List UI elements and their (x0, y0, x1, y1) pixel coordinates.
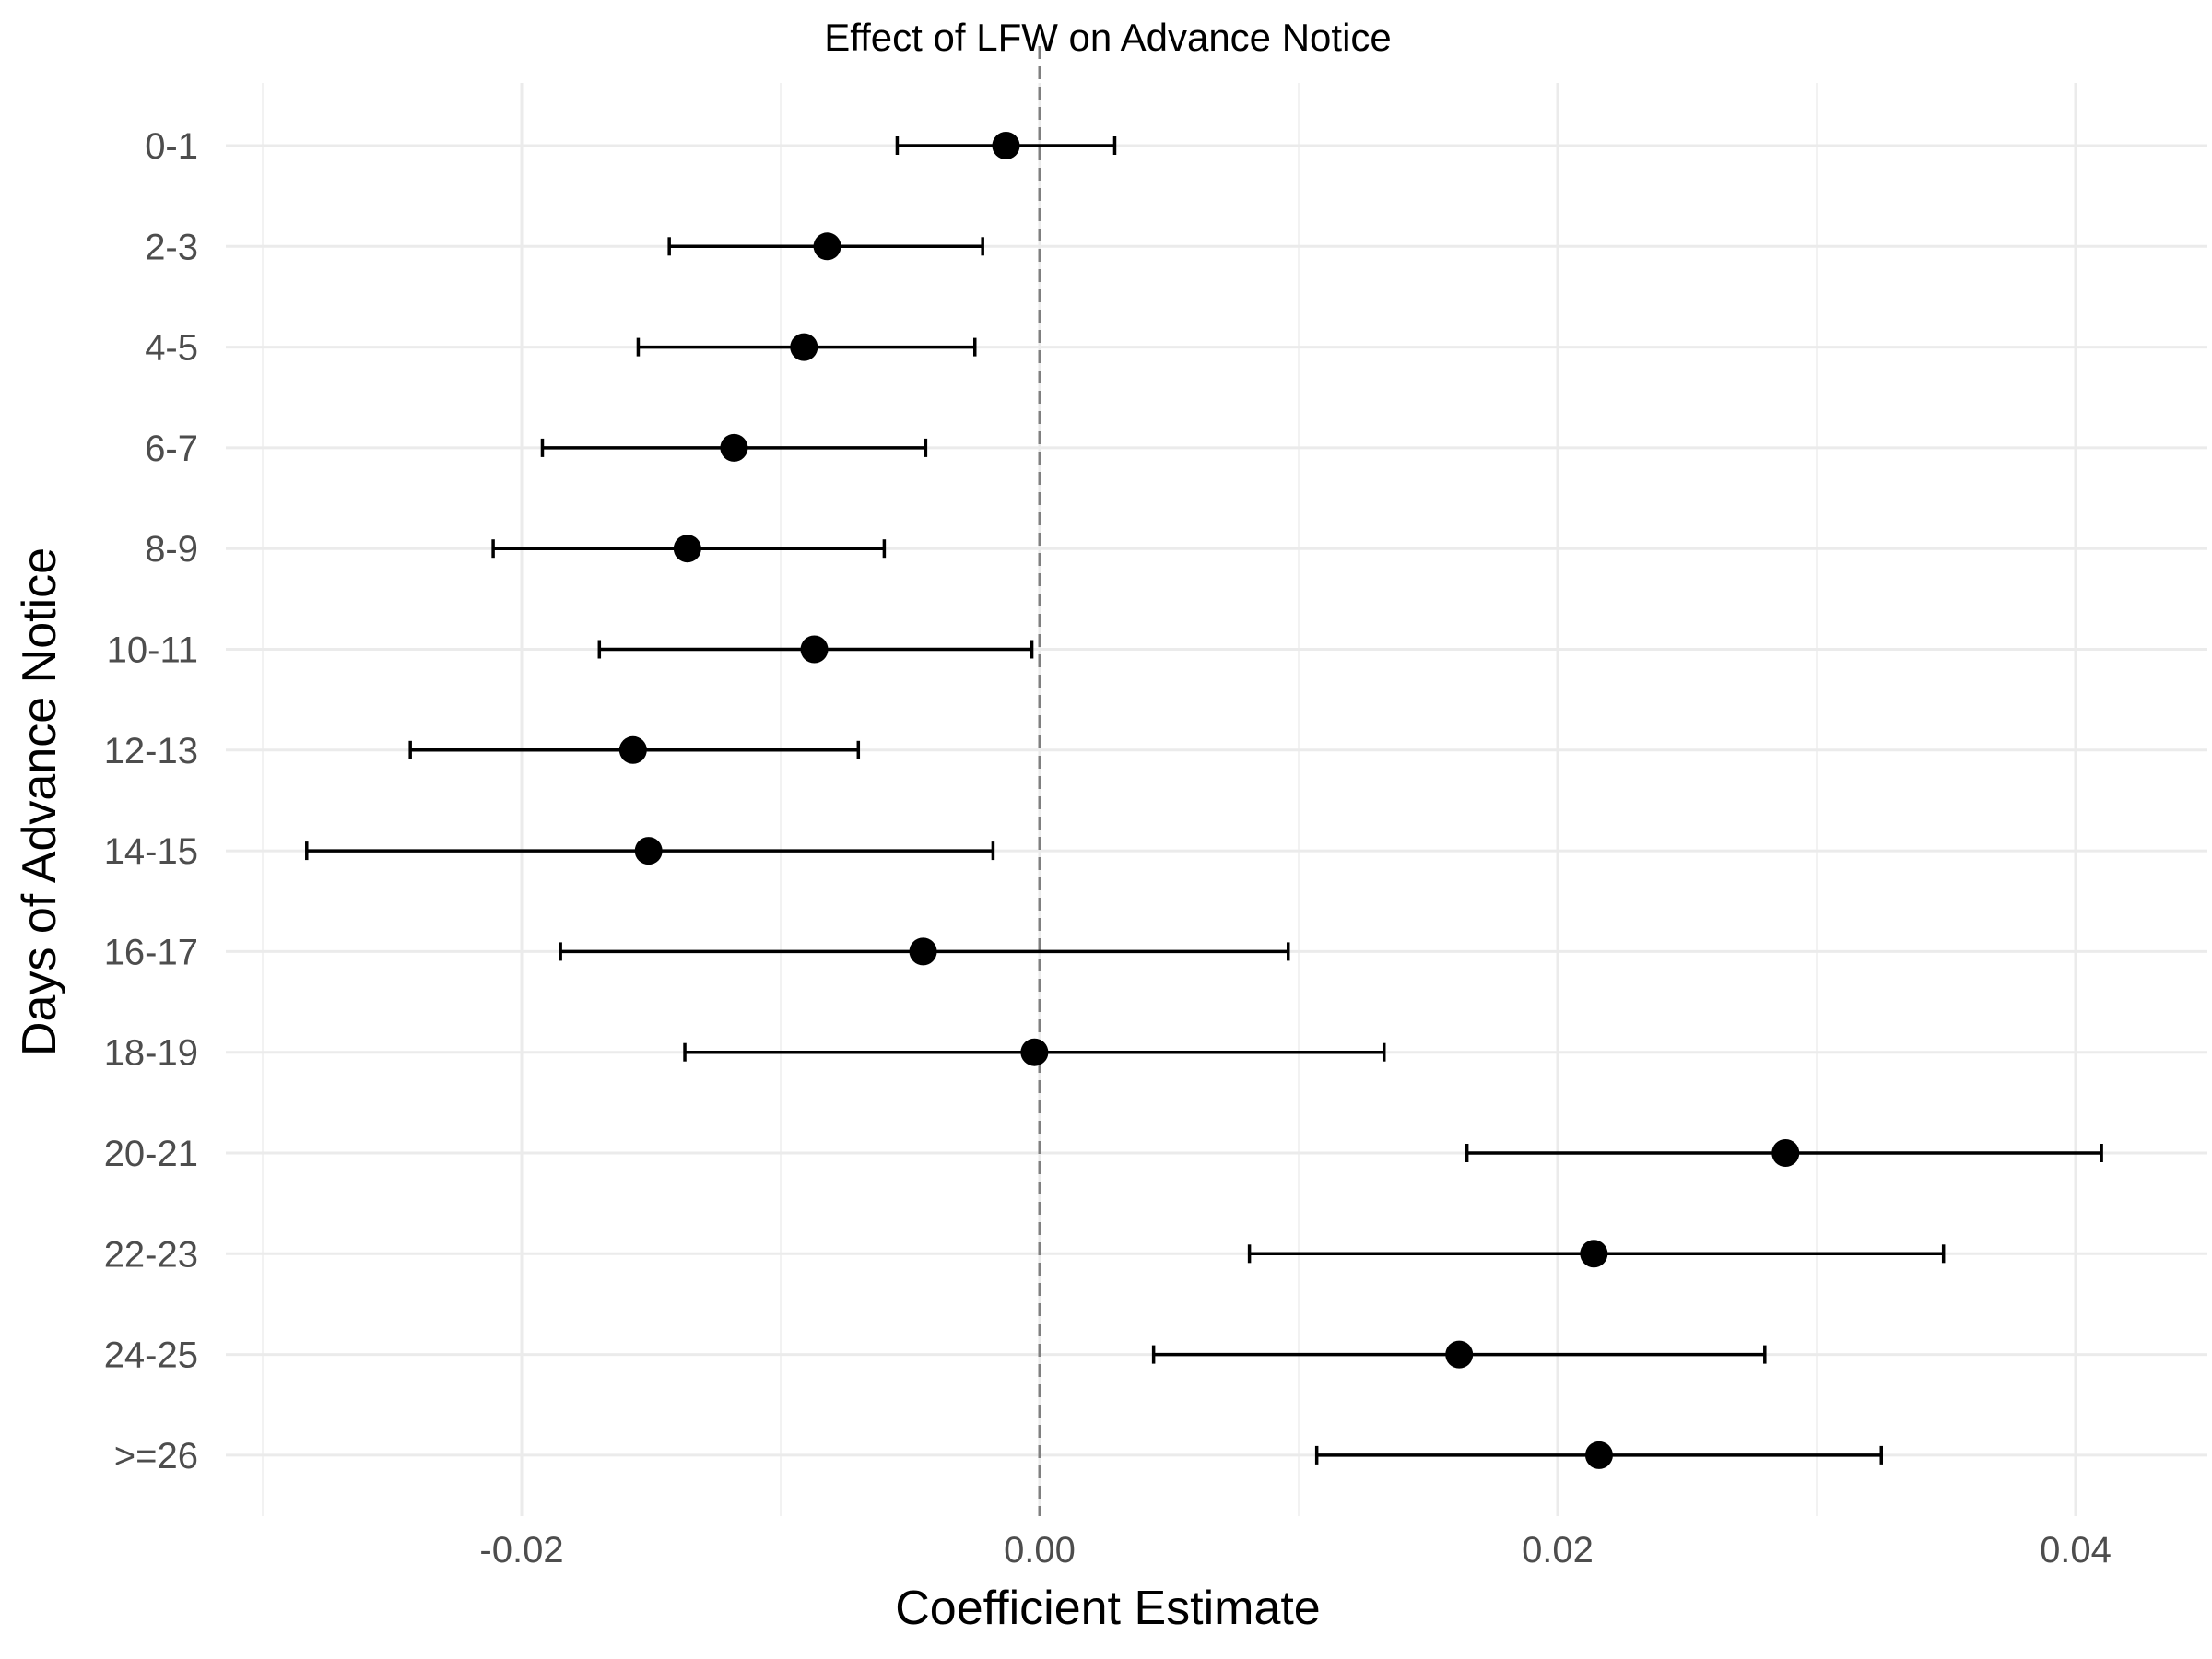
y-tick-label: 20-21 (104, 1134, 198, 1174)
estimate-point (720, 433, 748, 462)
y-axis-label: Days of Advance Notice (13, 547, 66, 1056)
y-tick-label: 2-3 (145, 227, 198, 267)
estimate-group (1314, 1441, 1883, 1469)
estimate-group (597, 635, 1034, 664)
estimate-point (1580, 1240, 1608, 1268)
estimate-point (1445, 1340, 1474, 1369)
x-axis-label: Coefficient Estimate (895, 1582, 1320, 1635)
estimate-point (909, 937, 937, 966)
x-tick-label: 0.04 (2040, 1530, 2112, 1571)
x-tick-label: -0.02 (479, 1530, 563, 1571)
grid (226, 83, 2207, 1516)
estimate-point (673, 535, 701, 563)
y-tick-label: 18-19 (104, 1033, 198, 1074)
chart-title: Effect of LFW on Advance Notice (824, 16, 1392, 59)
y-tick-label: 14-15 (104, 831, 198, 872)
estimate-group (1247, 1240, 1946, 1268)
x-axis-ticks: -0.02 0.00 0.02 0.04 (479, 1530, 2112, 1571)
x-tick-label: 0.00 (1004, 1530, 1076, 1571)
x-tick-label: 0.02 (1522, 1530, 1594, 1571)
estimate-point (992, 132, 1020, 159)
estimate-group (1465, 1139, 2103, 1167)
y-axis-ticks: 0-1 2-3 4-5 6-7 8-9 10-11 12-13 14-15 16-17 18-19… (104, 126, 198, 1477)
y-tick-label: 0-1 (145, 126, 198, 167)
estimate-point (634, 837, 663, 865)
estimate-group (636, 333, 977, 361)
estimate-point (618, 735, 647, 764)
y-tick-label: 6-7 (145, 429, 198, 469)
estimate-point (1584, 1441, 1613, 1469)
estimate-point (1020, 1038, 1049, 1066)
estimate-point (1771, 1139, 1800, 1167)
y-tick-label: 24-25 (104, 1335, 198, 1376)
estimate-group (683, 1038, 1386, 1066)
data-marks (305, 132, 2103, 1469)
estimate-group (559, 937, 1290, 966)
y-tick-label: >=26 (114, 1436, 198, 1477)
estimate-group (408, 735, 861, 764)
estimate-group (1151, 1340, 1767, 1369)
estimate-group (667, 232, 984, 261)
estimate-group (491, 535, 887, 563)
y-tick-label: 8-9 (145, 529, 198, 570)
estimate-group (305, 837, 995, 865)
estimate-point (813, 232, 841, 261)
y-tick-label: 12-13 (104, 731, 198, 771)
estimate-group (895, 132, 1117, 159)
y-tick-label: 10-11 (107, 630, 198, 671)
y-tick-label: 16-17 (104, 932, 198, 972)
estimate-group (540, 433, 928, 462)
y-tick-label: 4-5 (145, 328, 198, 369)
estimate-point (800, 635, 829, 664)
estimate-point (790, 333, 818, 361)
y-tick-label: 22-23 (104, 1234, 198, 1275)
